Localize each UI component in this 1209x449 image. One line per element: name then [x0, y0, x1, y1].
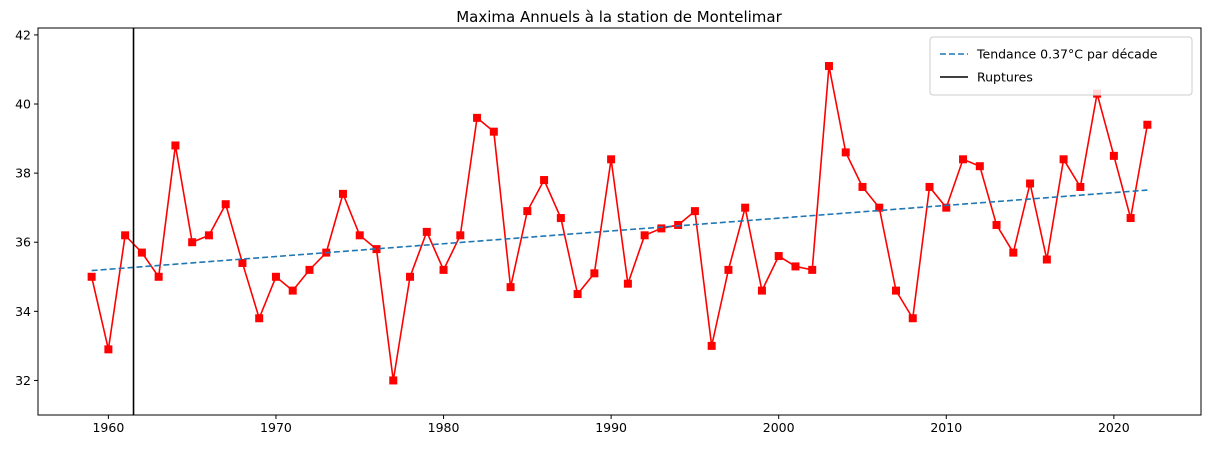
data-point: [942, 203, 951, 212]
data-point: [707, 341, 716, 350]
y-axis: 32 34 36 38 40 42: [15, 27, 38, 388]
data-point: [590, 269, 599, 278]
data-point: [1109, 151, 1118, 160]
y-tick-label: 36: [15, 235, 31, 250]
legend-label: Ruptures: [977, 70, 1033, 85]
data-point: [573, 290, 582, 299]
x-tick-label: 2000: [763, 420, 795, 435]
data-point: [104, 345, 113, 354]
plot-frame: [37, 27, 1202, 416]
data-point: [657, 224, 666, 233]
data-point: [288, 286, 297, 295]
data-point: [674, 220, 683, 229]
data-point: [473, 113, 482, 122]
data-point: [204, 231, 213, 240]
data-point: [1126, 214, 1135, 223]
legend-label: Tendance 0.37°C par décade: [976, 47, 1158, 62]
data-point: [925, 182, 934, 191]
data-point: [623, 279, 632, 288]
data-point: [456, 231, 465, 240]
data-point: [607, 155, 616, 164]
data-point: [255, 314, 264, 323]
data-point: [121, 231, 130, 240]
data-point: [1076, 182, 1085, 191]
x-axis: 1960 1970 1980 1990 2000 2010 2020: [92, 415, 1130, 435]
data-point: [791, 262, 800, 271]
data-point: [506, 283, 515, 292]
data-point: [841, 148, 850, 157]
x-tick-label: 1990: [595, 420, 627, 435]
data-point: [188, 238, 197, 247]
data-point: [757, 286, 766, 295]
data-point: [1143, 120, 1152, 129]
x-tick-label: 1970: [260, 420, 292, 435]
data-point: [908, 314, 917, 323]
x-tick-label: 2020: [1098, 420, 1130, 435]
y-tick-label: 38: [15, 166, 31, 181]
data-point: [154, 272, 163, 281]
data-point: [305, 265, 314, 274]
trend-line: [91, 189, 1148, 272]
data-point: [137, 248, 146, 257]
legend: Tendance 0.37°C par décade Ruptures: [929, 36, 1193, 96]
data-point: [372, 245, 381, 254]
data-point: [1059, 155, 1068, 164]
data-point: [690, 207, 699, 216]
data-point: [808, 265, 817, 274]
data-point: [858, 182, 867, 191]
data-point: [724, 265, 733, 274]
x-tick-label: 2010: [930, 420, 962, 435]
data-point: [975, 162, 984, 171]
data-point: [992, 220, 1001, 229]
data-point: [338, 189, 347, 198]
y-tick-label: 32: [15, 373, 31, 388]
data-point: [774, 252, 783, 261]
series-line: [90, 65, 1149, 381]
data-point: [489, 127, 498, 136]
legend-box: [929, 36, 1193, 96]
data-point: [959, 155, 968, 164]
data-point: [271, 272, 280, 281]
y-tick-label: 34: [15, 304, 31, 319]
data-point: [171, 141, 180, 150]
data-point: [389, 376, 398, 385]
data-point: [221, 200, 230, 209]
data-point: [1026, 179, 1035, 188]
data-point: [556, 214, 565, 223]
data-point: [439, 265, 448, 274]
chart-title: Maxima Annuels à la station de Montelima…: [456, 8, 782, 26]
data-point: [523, 207, 532, 216]
data-point: [355, 231, 364, 240]
y-tick-label: 40: [15, 97, 31, 112]
y-tick-label: 42: [15, 27, 31, 42]
x-tick-label: 1980: [428, 420, 460, 435]
data-point: [87, 272, 96, 281]
data-point: [1009, 248, 1018, 257]
data-point: [540, 176, 549, 185]
data-point: [422, 227, 431, 236]
x-tick-label: 1960: [92, 420, 124, 435]
data-point: [1042, 255, 1051, 264]
data-point: [824, 62, 833, 71]
data-point: [875, 203, 884, 212]
data-point: [640, 231, 649, 240]
data-point: [406, 272, 415, 281]
plot-area: [37, 27, 1202, 416]
data-point: [892, 286, 901, 295]
plot-content: [87, 28, 1152, 415]
data-point: [238, 258, 247, 267]
data-point: [741, 203, 750, 212]
